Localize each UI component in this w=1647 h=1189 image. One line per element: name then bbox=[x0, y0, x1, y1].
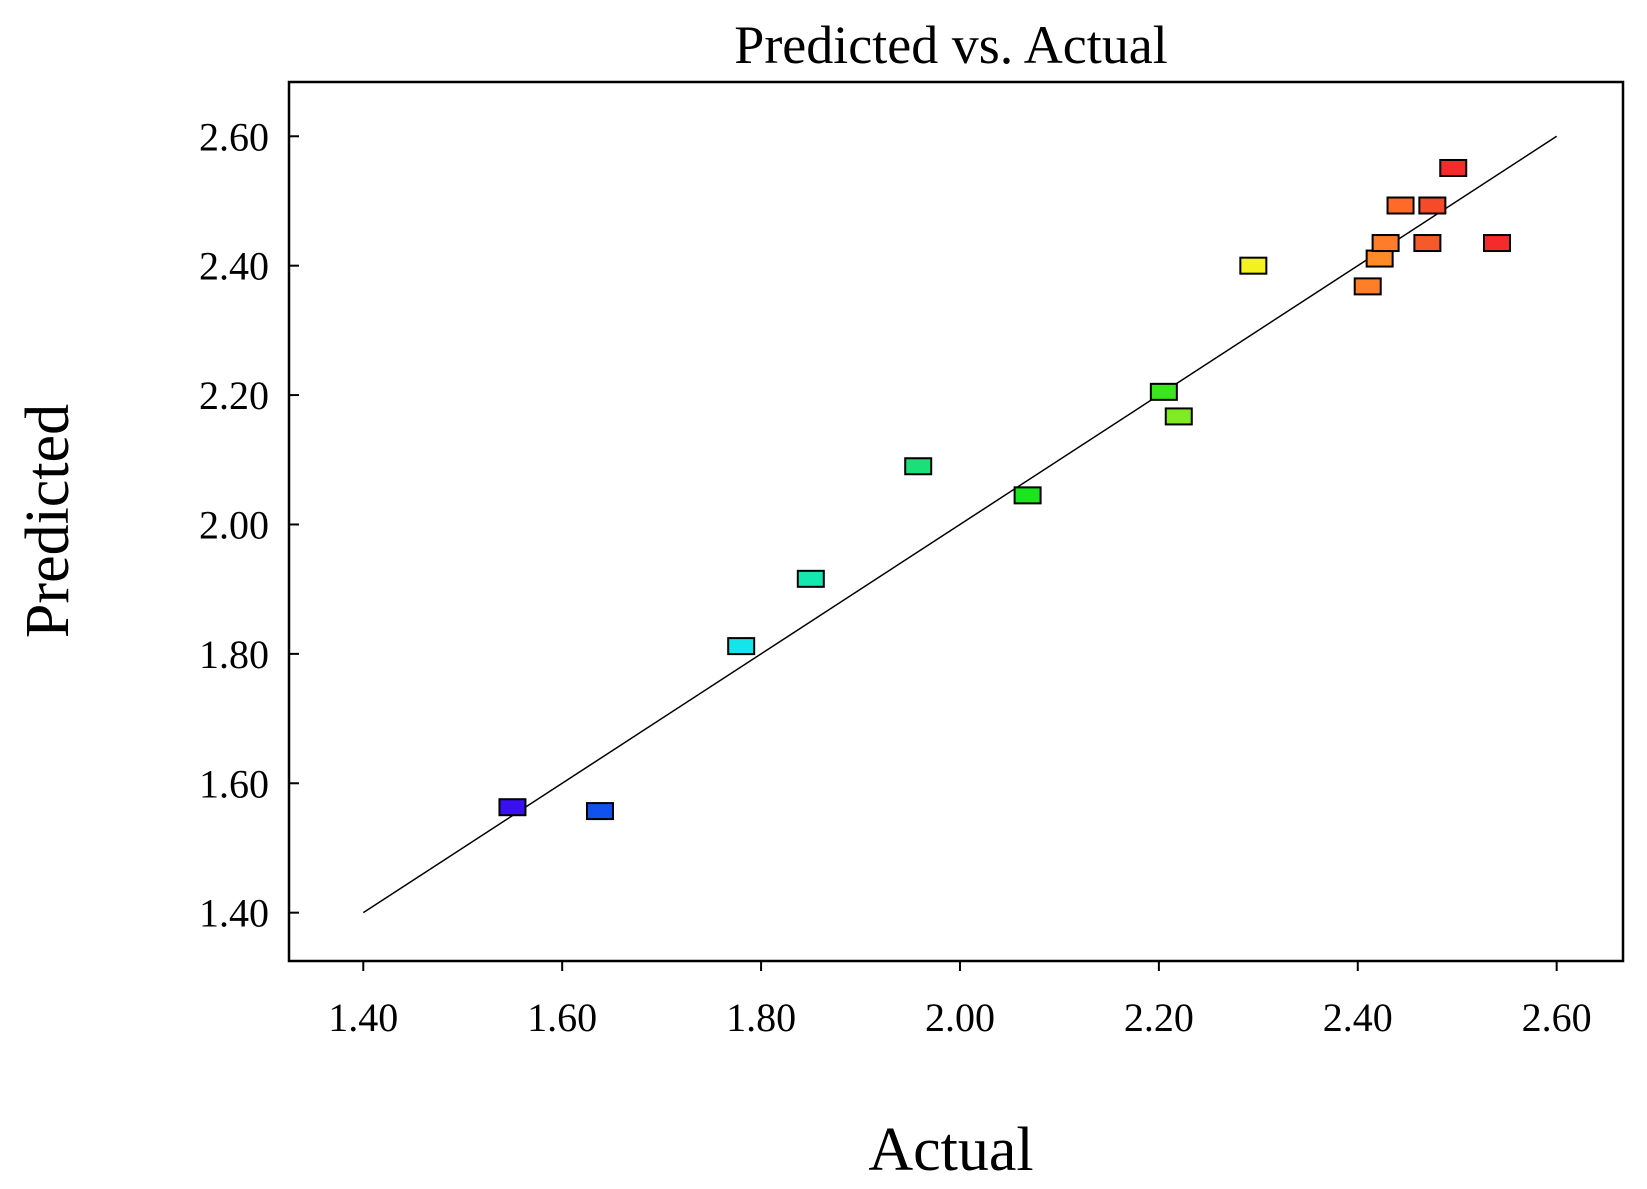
data-point bbox=[1371, 234, 1400, 253]
data-point bbox=[1149, 382, 1178, 401]
data-points bbox=[498, 158, 1511, 821]
data-point bbox=[1164, 407, 1193, 426]
data-point bbox=[1365, 249, 1394, 268]
data-point bbox=[585, 802, 614, 821]
y-axis-label: Predicted bbox=[14, 404, 82, 638]
plot-area bbox=[287, 80, 1625, 963]
data-point bbox=[796, 569, 825, 588]
x-tick-label: 2.40 bbox=[1323, 995, 1393, 1040]
y-tick-label: 2.40 bbox=[199, 244, 269, 289]
data-point bbox=[1413, 234, 1442, 253]
x-tick-label: 2.20 bbox=[1124, 995, 1194, 1040]
data-point bbox=[727, 637, 756, 656]
x-tick-label: 2.60 bbox=[1522, 995, 1592, 1040]
data-point bbox=[904, 457, 933, 476]
y-tick-label: 2.20 bbox=[199, 373, 269, 418]
x-tick-label: 1.80 bbox=[726, 995, 796, 1040]
x-axis-label: Actual bbox=[868, 1116, 1033, 1184]
y-tick-label: 2.00 bbox=[199, 502, 269, 547]
x-axis: 1.40 1.60 1.80 2.00 2.20 2.40 2.60 bbox=[328, 961, 1592, 1040]
data-point bbox=[498, 798, 527, 817]
data-point bbox=[1386, 196, 1415, 215]
y-tick-label: 1.40 bbox=[199, 891, 269, 936]
y-tick-label: 2.60 bbox=[199, 114, 269, 159]
data-point bbox=[1418, 196, 1447, 215]
x-tick-label: 1.60 bbox=[527, 995, 597, 1040]
chart-title: Predicted vs. Actual bbox=[734, 15, 1167, 75]
data-point bbox=[1013, 486, 1042, 505]
y-tick-label: 1.80 bbox=[199, 632, 269, 677]
y-tick-label: 1.60 bbox=[199, 761, 269, 806]
x-tick-label: 2.00 bbox=[925, 995, 995, 1040]
data-point bbox=[1439, 158, 1468, 177]
data-point bbox=[1482, 234, 1511, 253]
y-axis: 1.40 1.60 1.80 2.00 2.20 2.40 2.60 bbox=[199, 114, 299, 936]
data-point bbox=[1239, 256, 1268, 275]
reference-line bbox=[362, 135, 1558, 914]
data-point bbox=[1353, 277, 1382, 296]
x-tick-label: 1.40 bbox=[328, 995, 398, 1040]
